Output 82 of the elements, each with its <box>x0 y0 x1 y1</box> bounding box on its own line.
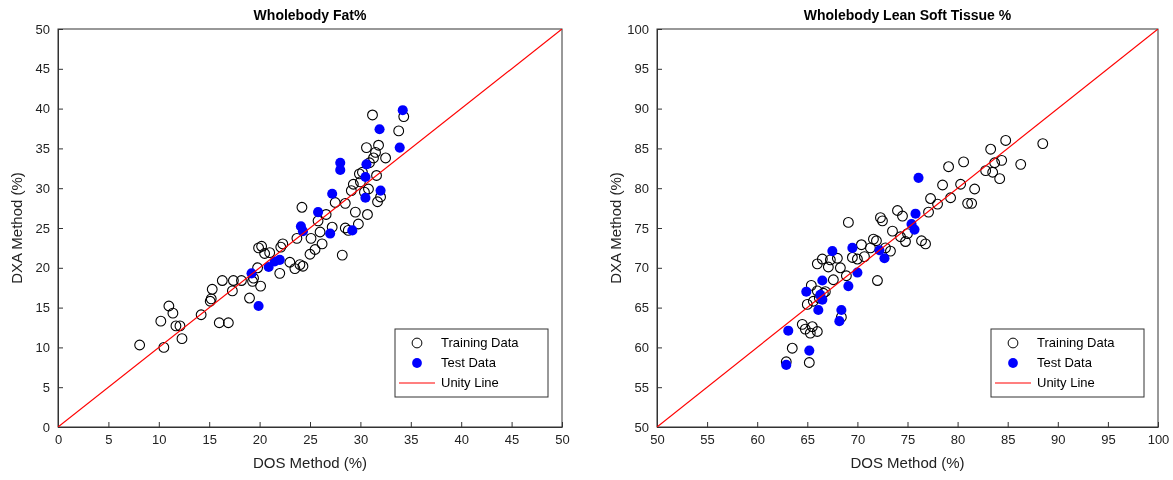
x-tick-label: 45 <box>504 432 520 448</box>
x-tick-label: 40 <box>454 432 469 448</box>
point <box>375 185 386 196</box>
y-tick-label: 40 <box>35 101 50 117</box>
y-tick-label: 10 <box>35 340 50 356</box>
y-tick-label: 5 <box>42 379 50 395</box>
x-tick-label: 60 <box>750 432 765 448</box>
x-tick-label: 65 <box>800 432 816 448</box>
x-tick-label: 10 <box>152 432 167 448</box>
x-tick-label: 90 <box>1051 432 1066 448</box>
x-tick-label: 70 <box>850 432 866 448</box>
y-tick-label: 25 <box>35 220 50 236</box>
point <box>360 172 371 183</box>
y-tick-label: 50 <box>35 21 50 37</box>
x-tick-label: 25 <box>303 432 318 448</box>
y-tick-label: 60 <box>634 340 649 356</box>
x-tick-label: 50 <box>555 432 570 448</box>
point <box>913 172 924 183</box>
legend-label: Test Data <box>1037 355 1093 370</box>
point <box>847 242 858 253</box>
y-axis-title: DXA Method (%) <box>8 172 25 284</box>
point <box>801 286 812 297</box>
x-tick-label: 80 <box>950 432 966 448</box>
y-tick-label: 75 <box>634 220 649 236</box>
point <box>834 316 845 327</box>
legend-label: Unity Line <box>1037 375 1095 390</box>
x-tick-label: 35 <box>404 432 419 448</box>
y-tick-label: 85 <box>634 141 649 157</box>
point <box>325 228 336 239</box>
x-tick-label: 15 <box>202 432 217 448</box>
y-tick-label: 15 <box>35 300 50 316</box>
x-tick-label: 75 <box>900 432 916 448</box>
y-tick-label: 80 <box>634 180 649 196</box>
point <box>394 142 405 153</box>
point <box>347 225 358 236</box>
y-tick-label: 30 <box>35 180 50 196</box>
x-tick-label: 30 <box>353 432 369 448</box>
y-tick-label: 65 <box>634 300 649 316</box>
point <box>783 325 794 336</box>
x-axis-title: DOS Method (%) <box>850 454 965 471</box>
y-tick-label: 70 <box>634 260 649 276</box>
legend-label: Test Data <box>441 355 497 370</box>
x-tick-label: 20 <box>252 432 268 448</box>
point <box>836 304 847 316</box>
y-tick-label: 0 <box>42 419 50 435</box>
y-tick-label: 50 <box>634 419 649 435</box>
point <box>813 304 824 316</box>
x-tick-label: 85 <box>1000 432 1016 448</box>
x-tick-label: 0 <box>54 432 63 448</box>
y-tick-label: 95 <box>634 61 649 77</box>
y-tick-label: 100 <box>627 21 649 37</box>
x-tick-label: 95 <box>1101 432 1116 448</box>
x-tick-label: 100 <box>1147 432 1170 448</box>
point <box>253 300 264 312</box>
point <box>397 105 408 116</box>
point <box>909 224 920 235</box>
point <box>804 345 815 356</box>
chart-title: Wholebody Fat% <box>253 7 367 23</box>
point <box>910 208 921 219</box>
y-tick-label: 20 <box>35 260 50 276</box>
y-tick-label: 35 <box>35 141 50 157</box>
x-tick-label: 5 <box>105 432 113 448</box>
y-tick-label: 45 <box>35 61 50 77</box>
legend-label: Unity Line <box>441 375 499 390</box>
point <box>374 124 385 135</box>
legend-label: Training Data <box>441 335 520 350</box>
point <box>327 188 338 199</box>
y-tick-label: 55 <box>634 379 649 395</box>
point <box>879 253 890 264</box>
chart-title: Wholebody Lean Soft Tissue % <box>803 7 1012 23</box>
x-axis-title: DOS Method (%) <box>252 454 368 471</box>
legend-label: Training Data <box>1037 335 1116 350</box>
x-tick-label: 55 <box>700 432 715 448</box>
point <box>263 261 274 273</box>
y-tick-label: 90 <box>634 101 649 117</box>
x-tick-label: 50 <box>650 432 665 448</box>
point <box>817 275 828 286</box>
point <box>843 281 854 292</box>
point <box>360 192 371 203</box>
point <box>827 246 838 257</box>
y-axis-title: DXA Method (%) <box>607 172 624 284</box>
point <box>313 207 324 218</box>
